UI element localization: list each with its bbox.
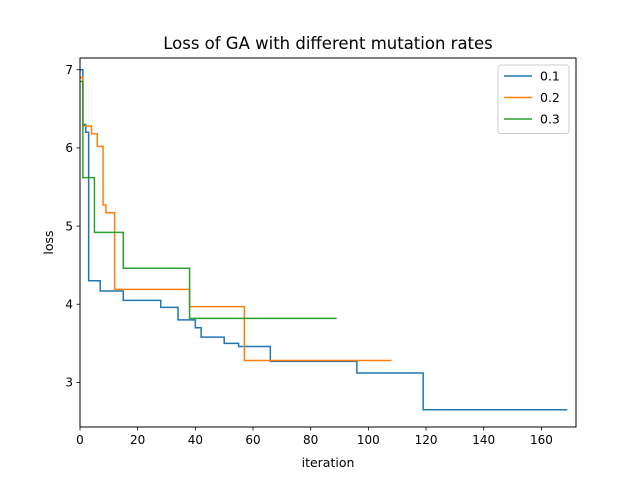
x-tick-label: 120	[415, 433, 438, 447]
y-tick-label: 5	[65, 219, 73, 233]
series-line-0	[80, 68, 568, 411]
x-tick-label: 100	[357, 433, 380, 447]
legend-label-0: 0.1	[540, 69, 560, 84]
y-tick-label: 3	[65, 376, 73, 390]
x-tick-label: 0	[76, 433, 84, 447]
legend-box	[497, 64, 570, 134]
y-axis-label: loss	[41, 230, 56, 254]
x-tick-label: 140	[472, 433, 495, 447]
legend: 0.1 0.2 0.3	[497, 64, 570, 134]
plot-frame	[79, 57, 577, 428]
x-tick-label: 20	[130, 433, 145, 447]
y-tick-label: 6	[65, 141, 73, 155]
x-axis-label: iteration	[302, 455, 355, 470]
legend-label-2: 0.3	[540, 112, 560, 127]
x-tick-label: 160	[530, 433, 553, 447]
chart-title: Loss of GA with different mutation rates	[163, 34, 493, 53]
x-tick-label: 80	[303, 433, 318, 447]
series-line-2	[80, 80, 337, 320]
y-axis: 3 4 5 6 7	[65, 63, 80, 390]
x-tick-label: 60	[245, 433, 260, 447]
y-tick-label: 7	[65, 63, 73, 77]
x-axis: 0 20 40 60 80 100 120 140 160	[76, 427, 553, 447]
plot-series	[80, 68, 568, 411]
legend-label-1: 0.2	[540, 90, 560, 105]
y-tick-label: 4	[65, 298, 73, 312]
x-tick-label: 40	[188, 433, 203, 447]
